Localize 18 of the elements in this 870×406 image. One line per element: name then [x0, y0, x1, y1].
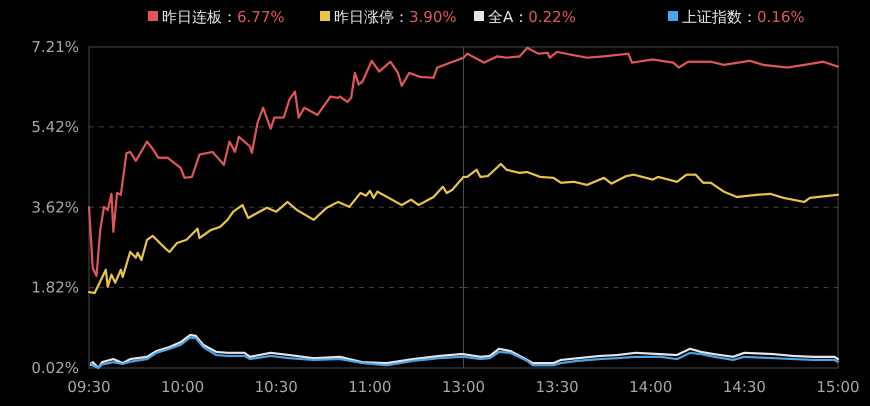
y-tick-label: 7.21% [31, 38, 79, 56]
x-tick-label: 14:00 [629, 378, 672, 396]
x-tick-label: 10:00 [161, 378, 204, 396]
x-tick-label: 14:30 [722, 378, 766, 396]
legend-label: 昨日连板：6.77% [162, 8, 285, 26]
x-tick-label: 11:00 [348, 378, 392, 396]
x-tick-label: 13:00 [442, 378, 486, 396]
x-tick-label: 09:30 [67, 378, 111, 396]
y-tick-label: 3.62% [31, 198, 79, 216]
y-tick-label: 5.42% [31, 118, 79, 136]
y-tick-label: 0.02% [31, 359, 79, 377]
x-tick-label: 10:30 [254, 378, 298, 396]
y-tick-label: 1.82% [31, 278, 79, 297]
legend-label: 全A：0.22% [488, 8, 576, 26]
x-tick-label: 15:00 [816, 378, 860, 396]
legend-label: 昨日涨停：3.90% [334, 8, 457, 26]
x-tick-label: 13:30 [536, 378, 579, 396]
legend-label: 上证指数：0.16% [682, 8, 805, 26]
